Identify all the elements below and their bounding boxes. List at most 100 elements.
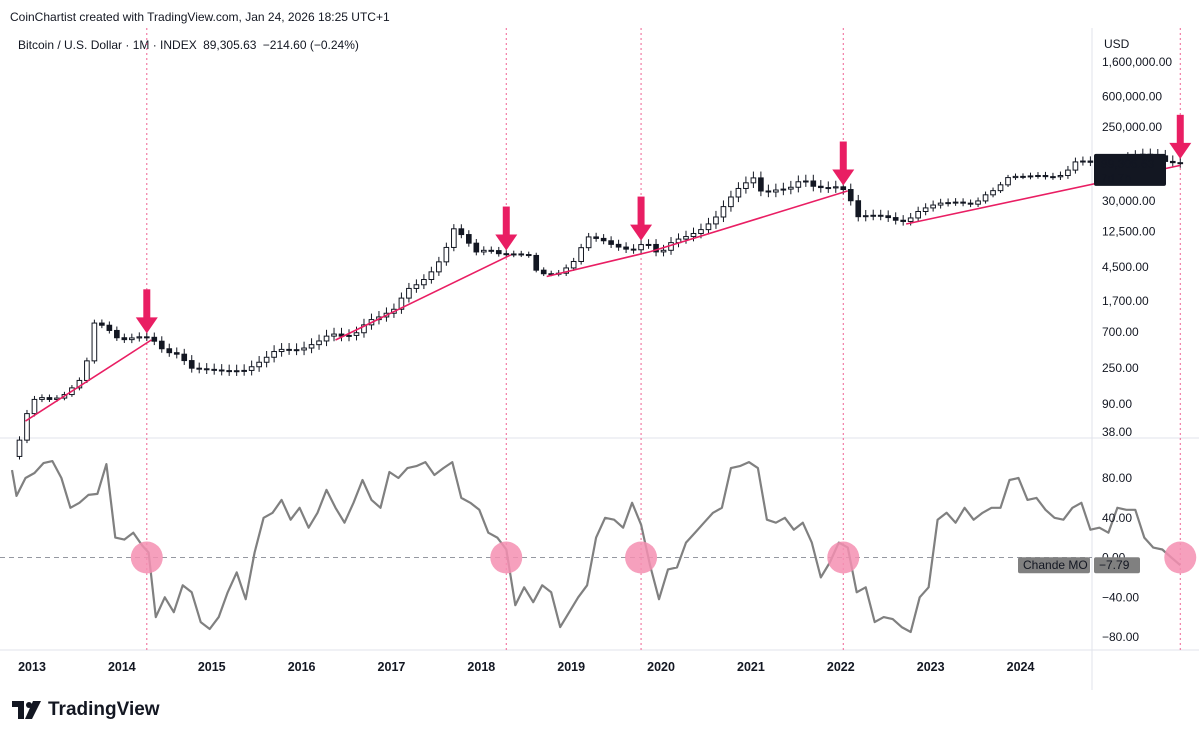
candle-down xyxy=(203,368,210,371)
candle-down xyxy=(458,228,465,236)
price-tick: 4,500.00 xyxy=(1102,260,1149,274)
candle-up xyxy=(91,322,98,362)
candle-up xyxy=(713,216,719,225)
candle-up xyxy=(698,229,704,234)
candle-down xyxy=(166,348,173,354)
arrow-shaft xyxy=(502,206,510,237)
candle-up xyxy=(1035,175,1041,178)
candle-up xyxy=(803,180,809,183)
candle-down xyxy=(106,324,113,331)
candle-up xyxy=(428,271,435,280)
candle-up xyxy=(346,334,352,337)
candle-up xyxy=(750,177,757,184)
price-tick: 12,500.00 xyxy=(1102,225,1156,239)
candle-up xyxy=(421,278,427,286)
candle-down xyxy=(158,340,165,350)
last-price-badge xyxy=(1094,153,1166,186)
candle-down xyxy=(293,349,300,352)
candle-down xyxy=(218,369,225,372)
candle-down xyxy=(1050,176,1056,179)
candle-down xyxy=(495,250,502,255)
candle-down xyxy=(518,253,525,256)
arrow-shaft xyxy=(1176,114,1184,145)
year-tick: 2024 xyxy=(1007,660,1035,674)
candle-down xyxy=(593,236,599,239)
zero-cross-circle xyxy=(490,541,523,574)
trendline xyxy=(335,254,512,341)
candle-up xyxy=(832,186,839,189)
bar-countdown: 7d 7h xyxy=(1101,171,1131,185)
price-tick: 250.00 xyxy=(1102,361,1139,375)
candle-up xyxy=(937,202,944,206)
candle-down xyxy=(473,242,480,253)
candle-up xyxy=(413,284,420,289)
candle-up xyxy=(301,347,307,351)
price-tick: 1,600,000.00 xyxy=(1102,55,1172,69)
candle-down xyxy=(46,397,53,400)
candle-up xyxy=(271,351,277,358)
candle-up xyxy=(316,340,322,346)
candle-up xyxy=(31,398,38,415)
arrow-head xyxy=(135,317,158,334)
candle-up xyxy=(870,214,877,217)
candle-down xyxy=(615,243,622,248)
price-tick: 38.00 xyxy=(1102,425,1132,439)
down-arrow-icon xyxy=(832,141,855,186)
symbol-legend: Bitcoin / U.S. Dollar · 1M · INDEX 89,30… xyxy=(18,38,362,52)
candle-down xyxy=(653,243,659,253)
candle-up xyxy=(570,260,577,269)
price-tick: 30,000.00 xyxy=(1102,194,1156,208)
candle-up xyxy=(780,188,787,191)
candle-up xyxy=(795,181,802,188)
arrow-head xyxy=(1169,142,1192,159)
zero-cross-circle xyxy=(625,541,658,574)
candle-up xyxy=(743,182,749,189)
candle-up xyxy=(248,366,255,371)
candle-up xyxy=(1027,175,1034,178)
year-tick: 2013 xyxy=(18,660,46,674)
zero-cross-circle xyxy=(1164,541,1197,574)
candle-up xyxy=(361,324,367,334)
candle-up xyxy=(1012,175,1019,179)
candle-up xyxy=(129,337,135,341)
candle-down xyxy=(885,215,892,219)
candle-down xyxy=(121,337,128,341)
candle-down xyxy=(114,329,120,339)
candle-up xyxy=(645,243,652,246)
candle-up xyxy=(585,236,592,249)
candle-down xyxy=(765,190,772,193)
price-tick: 600,000.00 xyxy=(1102,89,1162,103)
candle-up xyxy=(690,232,697,238)
candle-up xyxy=(788,186,794,190)
candle-down xyxy=(466,234,472,244)
candle-up xyxy=(480,249,487,253)
trendline xyxy=(546,250,651,278)
indicator-name: Chande MO xyxy=(1023,558,1088,572)
zero-cross-circle xyxy=(827,541,860,574)
down-arrow-icon xyxy=(1169,114,1192,159)
candle-up xyxy=(24,413,30,441)
candle-down xyxy=(892,217,899,221)
price-tick: 90.00 xyxy=(1102,397,1132,411)
candle-up xyxy=(436,261,442,273)
candle-down xyxy=(817,185,824,189)
candle-up xyxy=(705,223,712,231)
candle-up xyxy=(922,207,929,212)
year-tick: 2017 xyxy=(378,660,406,674)
arrow-head xyxy=(630,224,653,241)
candle-down xyxy=(181,353,188,362)
candle-up xyxy=(952,201,959,204)
candle-down xyxy=(1020,175,1026,178)
trendline xyxy=(649,190,848,253)
price-candles xyxy=(16,148,1184,460)
candle-up xyxy=(39,397,45,400)
candle-down xyxy=(1177,162,1184,165)
chart-canvas[interactable]: USD 1,600,000.00 600,000.00 250,000.00 30,00… xyxy=(0,0,1199,690)
candle-up xyxy=(638,244,644,251)
tradingview-logo[interactable]: TradingView xyxy=(12,699,160,721)
cycle-arrows xyxy=(135,114,1192,334)
down-arrow-icon xyxy=(630,196,653,241)
candle-up xyxy=(975,200,981,205)
axes: USD 1,600,000.00 600,000.00 250,000.00 30,00… xyxy=(18,37,1199,690)
trendlines xyxy=(25,164,1181,422)
